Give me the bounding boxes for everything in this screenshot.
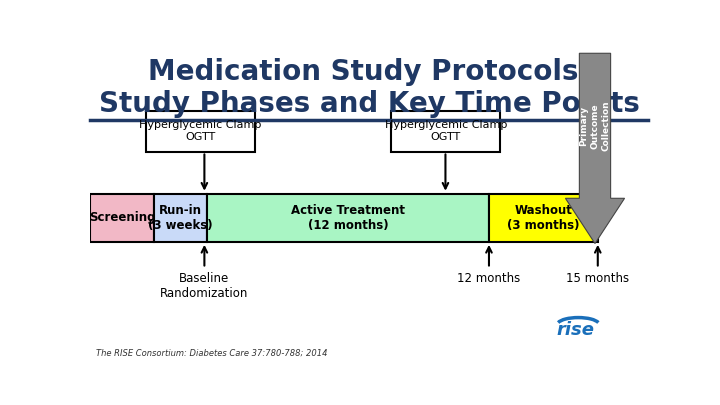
Text: 15 months: 15 months	[566, 272, 629, 285]
Text: Washout
(3 months): Washout (3 months)	[507, 204, 580, 232]
Text: Active Treatment
(12 months): Active Treatment (12 months)	[291, 204, 405, 232]
Text: rise: rise	[557, 321, 595, 339]
Bar	[392, 111, 500, 151]
Bar	[90, 194, 154, 242]
Bar	[145, 111, 255, 151]
Bar	[489, 194, 598, 242]
Text: Primary
Outcome
Collection: Primary Outcome Collection	[580, 100, 611, 151]
Text: Baseline
Randomization: Baseline Randomization	[161, 272, 248, 300]
Text: 12 months: 12 months	[457, 272, 521, 285]
Text: Hyperglycemic Clamp
OGTT: Hyperglycemic Clamp OGTT	[139, 120, 261, 143]
Polygon shape	[565, 53, 624, 243]
Bar	[207, 194, 489, 242]
Text: Hyperglycemic Clamp
OGTT: Hyperglycemic Clamp OGTT	[384, 120, 507, 143]
Text: Screening: Screening	[89, 211, 156, 224]
Text: The RISE Consortium: Diabetes Care 37:780-788; 2014: The RISE Consortium: Diabetes Care 37:78…	[96, 348, 327, 357]
Bar	[154, 194, 207, 242]
Text: Medication Study Protocols:
Study Phases and Key Time Points: Medication Study Protocols: Study Phases…	[99, 58, 639, 118]
Text: Run-in
(3 weeks): Run-in (3 weeks)	[148, 204, 213, 232]
